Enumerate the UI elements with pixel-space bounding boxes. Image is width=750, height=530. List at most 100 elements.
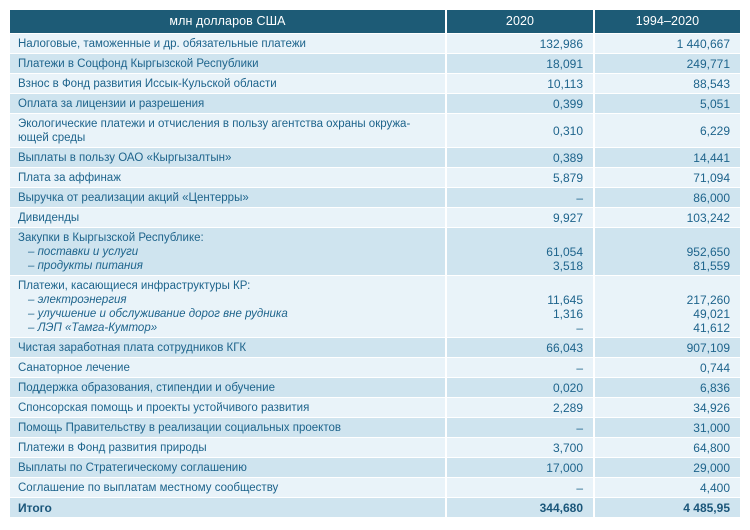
row-label-line: Помощь Правительству в реализации социал…	[18, 421, 341, 434]
value-1994-2020: 952,650 81,559	[593, 228, 740, 275]
value-2020: 2,289	[445, 398, 593, 417]
value-1994-2020: 5,051	[593, 94, 740, 113]
row-label: Выручка от реализации акций «Центерры»	[10, 188, 445, 207]
table-row: Соглашение по выплатам местному сообщест…	[10, 478, 740, 497]
row-label-line: Экологические платежи и отчисления в пол…	[18, 117, 411, 130]
value-2020-line: 11,645	[547, 292, 583, 307]
row-label: Выплаты в пользу ОАО «Кыргызалтын»	[10, 148, 445, 167]
table-row: Платежи, касающиеся инфраструктуры КР: – …	[10, 276, 740, 337]
table-header-row: млн долларов США 2020 1994–2020	[10, 10, 740, 33]
value-2020-line	[447, 231, 583, 245]
row-label: Соглашение по выплатам местному сообщест…	[10, 478, 445, 497]
row-label-line: Платежи в Фонд развития природы	[18, 441, 207, 454]
value-1994-2020: 71,094	[593, 168, 740, 187]
row-label: Спонсорская помощь и проекты устойчивого…	[10, 398, 445, 417]
row-label: Чистая заработная плата сотрудников КГК	[10, 338, 445, 357]
value-1994-2020-line: 81,559	[693, 258, 730, 273]
value-2020: 5,879	[445, 168, 593, 187]
row-label-line: Соглашение по выплатам местному сообщест…	[18, 481, 279, 494]
header-unit-label: млн долларов США	[10, 10, 445, 33]
row-label-line: ющей среды	[18, 131, 86, 144]
total-label: Итого	[10, 498, 445, 517]
value-2020: 66,043	[445, 338, 593, 357]
value-1994-2020: 4,400	[593, 478, 740, 497]
value-2020: 18,091	[445, 54, 593, 73]
total-value-1994-2020: 4 485,95	[593, 498, 740, 517]
value-2020: –	[445, 358, 593, 377]
value-2020: 61,054 3,518	[445, 228, 593, 275]
row-sublabel-line: – улучшение и обслуживание дорог вне руд…	[28, 307, 288, 320]
value-2020: –	[445, 418, 593, 437]
row-label-line: Платежи в Соцфонд Кыргызской Республики	[18, 57, 259, 70]
value-1994-2020: 29,000	[593, 458, 740, 477]
table-row: Чистая заработная плата сотрудников КГК 6…	[10, 338, 740, 357]
value-1994-2020-line	[595, 279, 730, 293]
header-col-2020: 2020	[445, 10, 593, 33]
value-2020: 0,310	[445, 114, 593, 147]
row-sublabel-line: – ЛЭП «Тамга-Кумтор»	[28, 321, 158, 334]
value-1994-2020-line	[595, 231, 730, 245]
value-2020: 9,927	[445, 208, 593, 227]
table-row: Санаторное лечение –0,744	[10, 358, 740, 377]
value-2020-line: 3,518	[552, 258, 583, 273]
row-label-line: Выручка от реализации акций «Центерры»	[18, 191, 249, 204]
row-label: Санаторное лечение	[10, 358, 445, 377]
table-row: Спонсорская помощь и проекты устойчивого…	[10, 398, 740, 417]
value-1994-2020: 6,836	[593, 378, 740, 397]
value-2020: 17,000	[445, 458, 593, 477]
row-label-line: Платежи, касающиеся инфраструктуры КР:	[18, 279, 251, 292]
row-label: Налоговые, таможенные и др. обязательные…	[10, 34, 445, 53]
table-row: Выплаты по Стратегическому соглашению 17,…	[10, 458, 740, 477]
row-label-line: Санаторное лечение	[18, 361, 130, 374]
table-row: Поддержка образования, стипендии и обуче…	[10, 378, 740, 397]
row-label-line: Налоговые, таможенные и др. обязательные…	[18, 37, 306, 50]
row-label: Плата за аффинаж	[10, 168, 445, 187]
table-row: Выручка от реализации акций «Центерры» –8…	[10, 188, 740, 207]
value-2020-line: 61,054	[546, 244, 583, 259]
value-2020: –	[445, 188, 593, 207]
table-row: Экологические платежи и отчисления в пол…	[10, 114, 740, 147]
value-2020: 10,113	[445, 74, 593, 93]
row-label: Платежи в Фонд развития природы	[10, 438, 445, 457]
value-1994-2020: 907,109	[593, 338, 740, 357]
row-label-line: Выплаты в пользу ОАО «Кыргызалтын»	[18, 151, 232, 164]
row-label-line: Плата за аффинаж	[18, 171, 121, 184]
value-1994-2020: 103,242	[593, 208, 740, 227]
value-1994-2020: 34,926	[593, 398, 740, 417]
value-2020: 0,389	[445, 148, 593, 167]
row-label: Экологические платежи и отчисления в пол…	[10, 114, 445, 147]
row-label: Взнос в Фонд развития Иссык-Кульской обл…	[10, 74, 445, 93]
value-2020-line: 1,316	[552, 306, 583, 321]
value-1994-2020: 64,800	[593, 438, 740, 457]
table-row: Налоговые, таможенные и др. обязательные…	[10, 34, 740, 53]
row-label-line: Выплаты по Стратегическому соглашению	[18, 461, 247, 474]
row-label-line: Взнос в Фонд развития Иссык-Кульской обл…	[18, 77, 277, 90]
value-2020-line: –	[576, 320, 583, 335]
table-row: Плата за аффинаж 5,879 71,094	[10, 168, 740, 187]
value-2020: 0,020	[445, 378, 593, 397]
value-1994-2020: 217,260 49,021 41,612	[593, 276, 740, 337]
row-sublabel-line: – электроэнергия	[28, 293, 127, 306]
value-2020: –	[445, 478, 593, 497]
table-row: Помощь Правительству в реализации социал…	[10, 418, 740, 437]
value-1994-2020: 6,229	[593, 114, 740, 147]
value-1994-2020-line: 952,650	[686, 244, 730, 259]
row-label-line: Поддержка образования, стипендии и обуче…	[18, 381, 275, 394]
row-label: Поддержка образования, стипендии и обуче…	[10, 378, 445, 397]
value-1994-2020: 31,000	[593, 418, 740, 437]
value-1994-2020: 249,771	[593, 54, 740, 73]
value-1994-2020: 88,543	[593, 74, 740, 93]
value-1994-2020-line: 217,260	[686, 292, 730, 307]
value-2020-line	[447, 279, 583, 293]
table-row: Выплаты в пользу ОАО «Кыргызалтын» 0,389 1…	[10, 148, 740, 167]
row-label: Оплата за лицензии и разрешения	[10, 94, 445, 113]
payments-table: млн долларов США 2020 1994–2020 Налоговы…	[10, 9, 740, 518]
table-row: Платежи в Фонд развития природы 3,700 64,8…	[10, 438, 740, 457]
row-label-line: Спонсорская помощь и проекты устойчивого…	[18, 401, 310, 414]
value-1994-2020-line: 49,021	[693, 306, 730, 321]
total-row: Итого 344,680 4 485,95	[10, 498, 740, 517]
row-label: Помощь Правительству в реализации социал…	[10, 418, 445, 437]
value-2020: 3,700	[445, 438, 593, 457]
row-label-line: Дивиденды	[18, 211, 80, 224]
